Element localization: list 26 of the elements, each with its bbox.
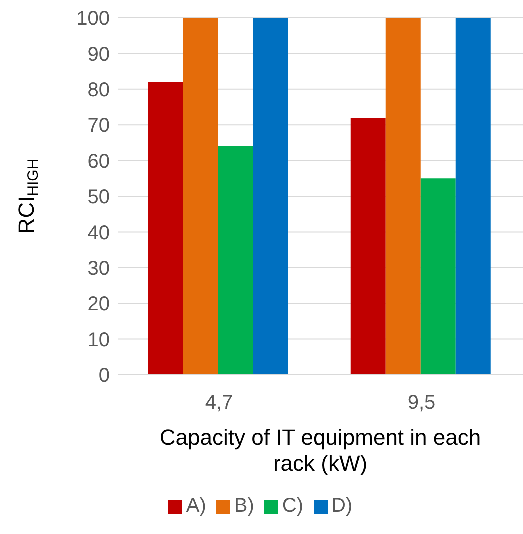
bar: [253, 18, 288, 375]
x-tick-label: 9,5: [408, 392, 436, 414]
legend-label: B): [234, 495, 254, 517]
bar: [183, 18, 218, 375]
bar: [350, 118, 386, 375]
y-tick-label: 40: [88, 222, 110, 244]
y-tick-label: 30: [88, 258, 110, 280]
bar: [386, 18, 421, 375]
x-tick-label: 4,7: [205, 392, 234, 414]
bar: [456, 18, 491, 375]
y-tick-label: 10: [88, 329, 110, 352]
legend-label: A): [186, 495, 206, 517]
legend-label: D): [332, 495, 353, 517]
y-tick-label: 50: [88, 186, 110, 209]
y-tick-label: 70: [88, 115, 110, 138]
x-axis-title: Capacity of IT equipment in each rack (kW): [160, 425, 482, 476]
y-tick-label: 80: [88, 80, 110, 102]
bar: [218, 146, 254, 375]
bar: [148, 82, 184, 375]
y-tick-label: 100: [76, 8, 110, 30]
y-tick-label: 90: [88, 44, 110, 66]
bar: [420, 178, 456, 375]
legend-label: C): [282, 495, 304, 517]
y-tick-label: 20: [88, 294, 110, 316]
y-tick-label: 60: [88, 150, 110, 173]
y-tick-label: 0: [98, 365, 110, 388]
